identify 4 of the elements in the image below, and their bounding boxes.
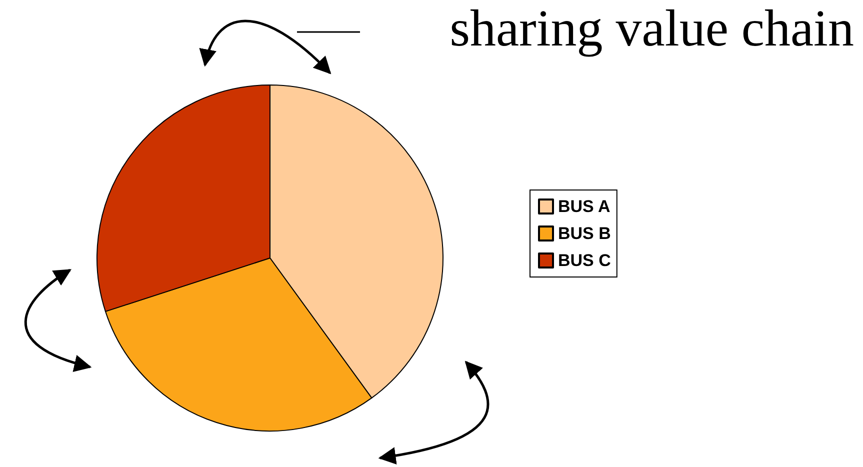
legend-label: BUS C [558, 251, 611, 270]
legend-label: BUS A [558, 197, 610, 216]
chart-title: sharing value chain [450, 0, 854, 58]
legend-label: BUS B [558, 224, 611, 243]
